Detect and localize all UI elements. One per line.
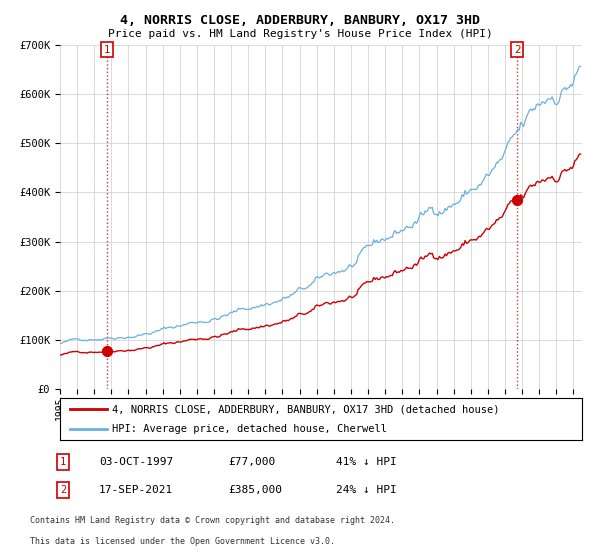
Text: 17-SEP-2021: 17-SEP-2021 bbox=[99, 485, 173, 495]
Text: 41% ↓ HPI: 41% ↓ HPI bbox=[336, 457, 397, 467]
Text: Contains HM Land Registry data © Crown copyright and database right 2024.: Contains HM Land Registry data © Crown c… bbox=[30, 516, 395, 525]
Text: £77,000: £77,000 bbox=[228, 457, 275, 467]
Text: 1: 1 bbox=[104, 45, 110, 55]
Text: 4, NORRIS CLOSE, ADDERBURY, BANBURY, OX17 3HD: 4, NORRIS CLOSE, ADDERBURY, BANBURY, OX1… bbox=[120, 14, 480, 27]
Text: 24% ↓ HPI: 24% ↓ HPI bbox=[336, 485, 397, 495]
Text: HPI: Average price, detached house, Cherwell: HPI: Average price, detached house, Cher… bbox=[112, 424, 387, 434]
Text: Price paid vs. HM Land Registry's House Price Index (HPI): Price paid vs. HM Land Registry's House … bbox=[107, 29, 493, 39]
Text: This data is licensed under the Open Government Licence v3.0.: This data is licensed under the Open Gov… bbox=[30, 537, 335, 546]
Text: 4, NORRIS CLOSE, ADDERBURY, BANBURY, OX17 3HD (detached house): 4, NORRIS CLOSE, ADDERBURY, BANBURY, OX1… bbox=[112, 404, 500, 414]
Text: 03-OCT-1997: 03-OCT-1997 bbox=[99, 457, 173, 467]
Text: 1: 1 bbox=[60, 457, 66, 467]
Text: 2: 2 bbox=[514, 45, 520, 55]
Point bbox=[102, 347, 112, 356]
Text: £385,000: £385,000 bbox=[228, 485, 282, 495]
Text: 2: 2 bbox=[60, 485, 66, 495]
Point bbox=[512, 195, 522, 204]
